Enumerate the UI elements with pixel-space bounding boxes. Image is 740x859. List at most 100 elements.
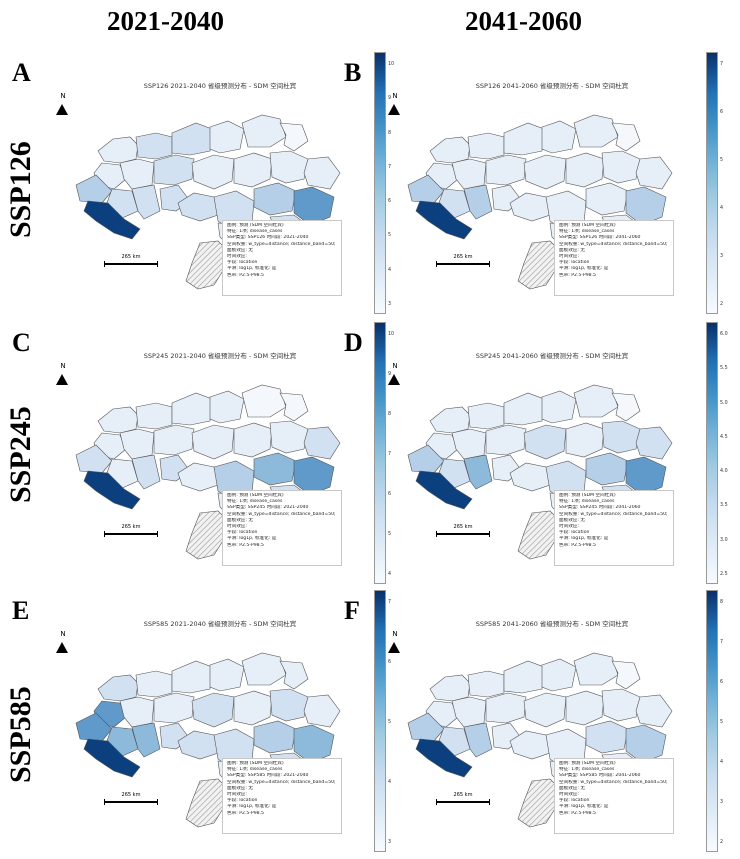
colorbar: [706, 52, 718, 314]
region-5: [241, 652, 287, 686]
region-13: [523, 692, 567, 728]
map-legend: 图例: 预测 (SDM 空间杜宾) 特征: 1项; disease_cases SS…: [222, 220, 342, 296]
region-14: [415, 200, 473, 240]
legend-line: 色带: P2.5-P98.5: [227, 810, 264, 816]
map-panel-e: E SSP585 2021-2040 省级预测分布 - SDM 空间杜宾 N 图例: …: [12, 586, 402, 856]
north-arrow-icon: [56, 374, 68, 385]
region-10: [75, 444, 113, 474]
colorbar-tick: 7: [388, 600, 392, 605]
colorbar-tick: 2.5: [720, 572, 728, 577]
region-1: [97, 136, 139, 164]
legend-line: 色带: P2.5-P98.5: [559, 810, 596, 816]
region-19: [635, 694, 673, 728]
map-panel-b: B SSP126 2041-2060 省级预测分布 - SDM 空间杜宾 N 图例: …: [344, 48, 734, 318]
legend-line: 色带: P2.5-P98.5: [559, 272, 596, 278]
colorbar-tick: 5.0: [720, 400, 728, 406]
legend-line: 特征: 1项; disease_cases: [227, 229, 283, 235]
map-title: SSP126 2041-2060 省级预测分布 - SDM 空间杜宾: [475, 82, 629, 90]
legend-line: 面板效应: 无: [559, 517, 585, 523]
region-18: [269, 150, 309, 184]
colorbar-tick: 4: [388, 780, 392, 785]
region-6: [611, 392, 641, 422]
north-arrow-icon: [388, 104, 400, 115]
north-label: N: [60, 630, 66, 638]
region-6: [279, 392, 309, 422]
legend-line: 空间权重: w_type=distance; distance_band=50;…: [559, 779, 669, 785]
region-19: [303, 694, 341, 728]
region-17: [233, 690, 273, 726]
legend-line: 面板效应: 无: [559, 785, 585, 791]
map-legend: 图例: 预测 (SDM 空间杜宾) 特征: 1项; disease_cases SS…: [554, 220, 674, 296]
legend-line: 图例: 预测 (SDM 空间杜宾): [559, 223, 616, 228]
colorbar-tick: 6: [720, 110, 724, 115]
region-4: [541, 390, 577, 424]
region-13: [191, 154, 235, 190]
region-10: [407, 444, 445, 474]
region-6: [611, 122, 641, 152]
region-19: [635, 156, 673, 190]
legend-line: 字段: location: [559, 530, 590, 536]
region-17: [565, 422, 605, 458]
map-legend: 图例: 预测 (SDM 空间杜宾) 特征: 1项; disease_cases SS…: [554, 758, 674, 834]
column-header-2021-2040: 2021-2040: [107, 6, 224, 36]
region-hatched: [185, 240, 229, 290]
scale-bar: 265 km: [104, 792, 158, 807]
region-22: [625, 186, 667, 226]
region-9: [485, 424, 527, 456]
row-label-ssp245: SSP245: [4, 406, 37, 504]
colorbar-ticks: 7 6 5 4 3 2: [720, 52, 734, 314]
colorbar-tick: 10: [388, 62, 395, 67]
choropleth-map: [407, 652, 673, 828]
legend-line: SSP类型: SSP585 时间段: 2041-2060: [559, 773, 641, 779]
region-18: [601, 150, 641, 184]
region-18: [269, 688, 309, 722]
legend-line: 空间权重: w_type=distance; distance_band=50;…: [227, 779, 337, 785]
colorbar-tick: 5: [388, 532, 392, 537]
legend-line: 字段: location: [227, 260, 258, 266]
colorbar-tick: 8: [388, 130, 392, 136]
scale-bar: 265 km: [436, 254, 490, 269]
colorbar-tick: 6: [388, 492, 392, 497]
legend-line: 时间效应:: [559, 254, 579, 260]
region-8: [119, 696, 155, 728]
legend-line: SSP类型: SSP585 时间段: 2021-2040: [227, 773, 309, 779]
legend-line: 色带: P2.5-P98.5: [227, 542, 264, 548]
region-18: [269, 420, 309, 454]
choropleth-map: [75, 114, 341, 290]
colorbar: [706, 590, 718, 852]
region-5: [573, 114, 619, 148]
row-label-ssp585: SSP585: [4, 686, 37, 784]
region-13: [191, 424, 235, 460]
region-22: [625, 456, 667, 496]
region-3: [171, 392, 213, 426]
legend-line: 字段: location: [559, 798, 590, 804]
colorbar-tick: 6: [388, 199, 392, 205]
region-9: [153, 154, 195, 186]
colorbar-tick: 6.0: [720, 332, 728, 337]
region-4: [209, 658, 245, 692]
north-arrow-icon: [388, 642, 400, 653]
region-22: [625, 724, 667, 764]
scale-label: 265 km: [453, 254, 473, 260]
panel-letter: F: [344, 596, 360, 625]
region-9: [153, 424, 195, 456]
colorbar-tick: 8: [388, 412, 392, 417]
north-label: N: [392, 630, 398, 638]
region-4: [209, 390, 245, 424]
colorbar-tick: 5: [720, 158, 724, 163]
region-hatched: [185, 510, 229, 560]
map-panel-f: F SSP585 2041-2060 省级预测分布 - SDM 空间杜宾 N 图例: …: [344, 586, 734, 856]
colorbar-tick: 7: [388, 164, 392, 170]
north-label: N: [392, 362, 398, 370]
region-12: [131, 454, 161, 490]
legend-line: 图例: 预测 (SDM 空间杜宾): [559, 493, 616, 498]
north-arrow-icon: [388, 374, 400, 385]
legend-line: SSP类型: SSP245 时间段: 2021-2040: [227, 505, 309, 511]
region-14: [83, 470, 141, 510]
region-2: [467, 132, 505, 160]
region-14: [83, 200, 141, 240]
region-14: [83, 738, 141, 778]
region-18: [601, 420, 641, 454]
region-13: [523, 154, 567, 190]
region-13: [523, 424, 567, 460]
